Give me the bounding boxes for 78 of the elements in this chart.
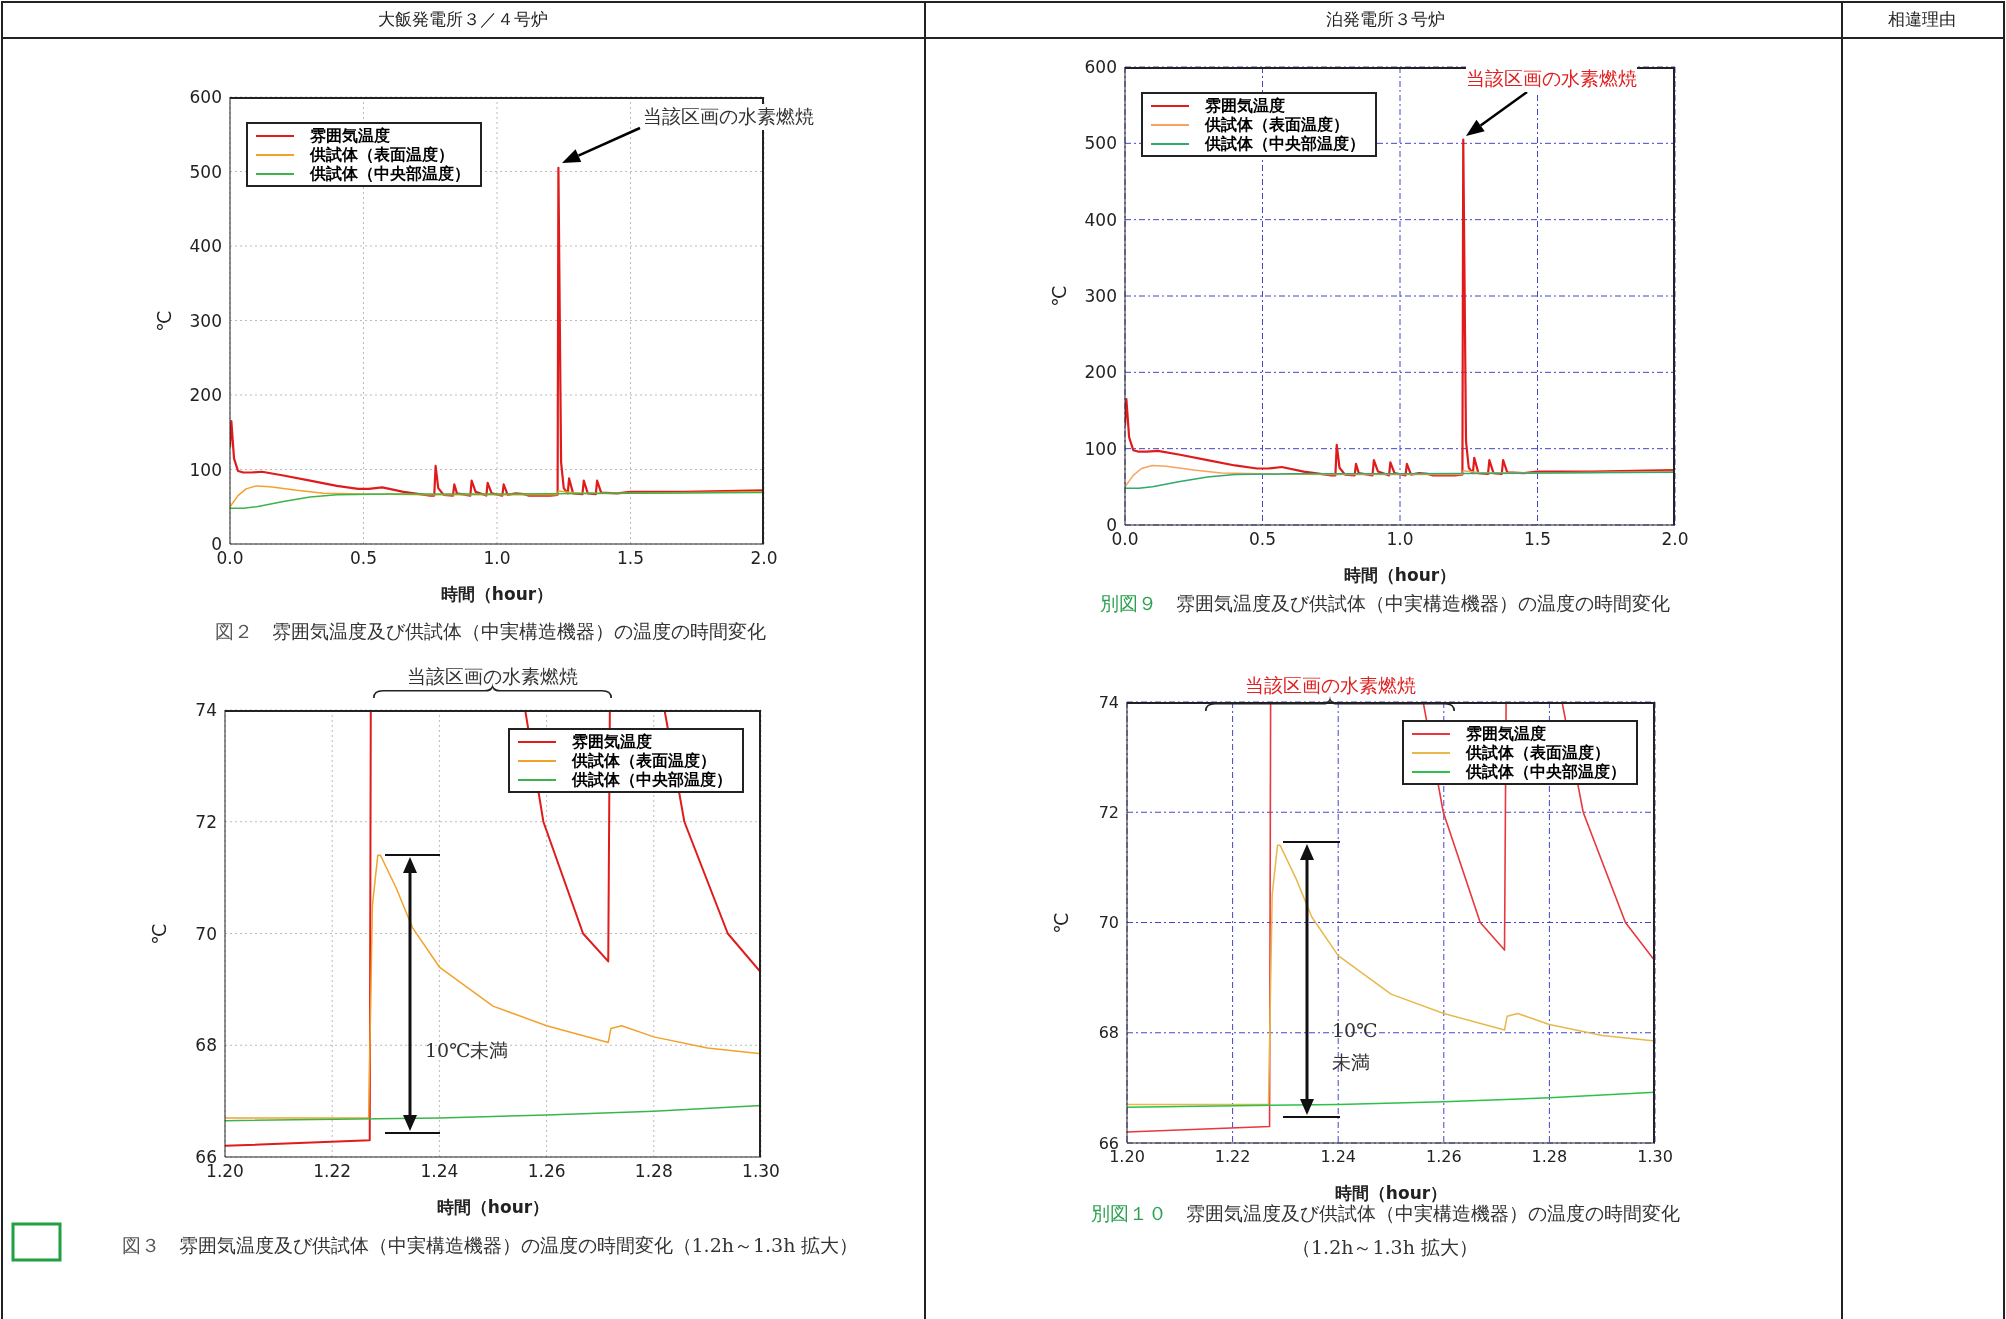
x-tick-label: 1.26 [1425, 1147, 1462, 1167]
text: 図２ 雰囲気温度及び供試体（中実構造機器）の温度の時間変化 [213, 619, 767, 644]
y-tick-label: 68 [1098, 1023, 1119, 1043]
legend-label: 雰囲気温度 [309, 126, 391, 145]
y-tick-label: 600 [1084, 57, 1117, 78]
legend-label: 供試体（中央部温度） [308, 164, 470, 183]
x-tick-label: 1.24 [420, 1161, 459, 1182]
y-tick-label: 70 [195, 923, 217, 944]
text: 別図９ 雰囲気温度及び供試体（中実構造機器）の温度の時間変化 [1099, 591, 1671, 616]
x-tick-label: 1.5 [1523, 529, 1552, 550]
line-series [225, 854, 761, 1119]
legend-label: 雰囲気温度 [1204, 96, 1286, 115]
y-axis-title: ℃ [1049, 910, 1073, 936]
y-tick-label: 68 [195, 1035, 217, 1056]
y-tick-label: 400 [1084, 209, 1117, 230]
annotation: 当該区画の水素燃焼 [1466, 66, 1637, 92]
legend-label: 供試体（表面温度） [1203, 115, 1350, 134]
legend-label: 雰囲気温度 [1465, 724, 1547, 743]
y-axis-title: ℃ [152, 308, 176, 334]
x-tick-label: 0.5 [349, 548, 378, 569]
x-tick-label: 0.5 [1248, 529, 1277, 550]
text: 図３ 雰囲気温度及び供試体（中実構造機器）の温度の時間変化（1.2h～1.3h 拡大） [120, 1233, 860, 1258]
text: 泊発電所３号炉 [1324, 8, 1446, 31]
x-tick-label: 1.28 [1531, 1147, 1568, 1167]
legend-label: 供試体（表面温度） [1464, 743, 1611, 762]
y-tick-label: 74 [1098, 692, 1119, 712]
line-series [1125, 471, 1675, 490]
annotation: 当該区画の水素燃焼 [643, 104, 814, 130]
line-series [230, 166, 764, 497]
x-tick-label: 1.0 [483, 548, 511, 569]
x-tick-label: 2.0 [750, 548, 778, 569]
y-tick-label: 100 [1084, 438, 1117, 459]
x-tick-label: 1.0 [1386, 529, 1414, 550]
y-tick-label: 500 [189, 161, 222, 182]
y-tick-label: 200 [1084, 362, 1117, 383]
x-tick-label: 2.0 [1661, 529, 1689, 550]
x-axis-title: 時間（hour） [436, 1197, 550, 1217]
y-axis-title: ℃ [147, 921, 171, 947]
text: 別図１０ 雰囲気温度及び供試体（中実構造機器）の温度の時間変化（1.2h～1.3h 拡大） [1089, 1202, 1681, 1260]
legend-label: 供試体（表面温度） [308, 145, 455, 164]
line-series [1127, 1091, 1655, 1108]
annotation: 10℃未満 [1332, 1018, 1379, 1075]
text: 当該区画の水素燃焼 [405, 664, 579, 689]
x-tick-label: 1.24 [1320, 1147, 1357, 1167]
y-tick-label: 300 [189, 310, 222, 331]
y-tick-label: 500 [1084, 133, 1117, 154]
legend-label: 供試体（中央部温度） [570, 770, 732, 789]
line-series [225, 1104, 761, 1122]
y-tick-label: 74 [195, 700, 217, 721]
legend-label: 供試体（中央部温度） [1203, 134, 1365, 153]
text: 大飯発電所３／４号炉 [377, 8, 549, 31]
y-tick-label: 100 [189, 459, 222, 480]
y-tick-label: 72 [195, 811, 217, 832]
y-tick-label: 72 [1098, 802, 1119, 822]
line-series [230, 491, 764, 509]
x-axis-title: 時間（hour） [1334, 1183, 1448, 1203]
y-tick-label: 200 [189, 385, 222, 406]
x-tick-label: 1.28 [634, 1161, 673, 1182]
x-tick-label: 1.5 [616, 548, 645, 569]
x-tick-label: 1.22 [313, 1161, 352, 1182]
legend-label: 供試体（表面温度） [570, 751, 717, 770]
annotation: 10℃未満 [425, 1038, 510, 1063]
x-tick-label: 1.22 [1214, 1147, 1251, 1167]
legend-label: 供試体（中央部温度） [1464, 762, 1626, 781]
x-axis-title: 時間（hour） [440, 584, 554, 604]
x-tick-label: 1.26 [527, 1161, 566, 1182]
text: 当該区画の水素燃焼 [1243, 673, 1417, 698]
legend-label: 雰囲気温度 [571, 732, 653, 751]
text: 相違理由 [1887, 8, 1957, 31]
y-tick-label: 400 [189, 236, 222, 257]
x-tick-label: 1.30 [1637, 1147, 1673, 1167]
y-tick-label: 70 [1098, 913, 1119, 933]
x-tick-label: 1.30 [742, 1161, 780, 1182]
y-tick-label: 300 [1084, 286, 1117, 307]
y-axis-title: ℃ [1047, 284, 1071, 309]
y-tick-label: 600 [189, 87, 222, 108]
line-series [1127, 844, 1655, 1106]
x-axis-title: 時間（hour） [1343, 565, 1457, 585]
